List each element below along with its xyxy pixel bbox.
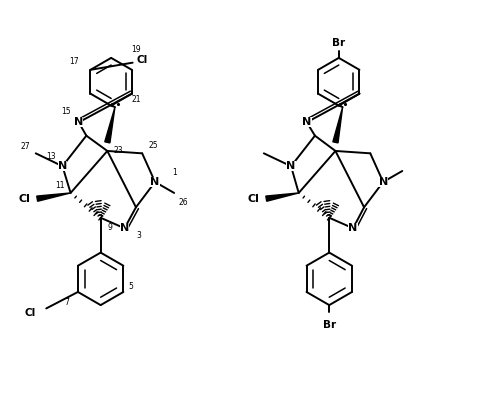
Text: 13: 13 bbox=[47, 152, 56, 161]
Text: 15: 15 bbox=[61, 107, 71, 116]
Text: 17: 17 bbox=[69, 57, 79, 66]
Text: N: N bbox=[120, 223, 129, 233]
Text: Br: Br bbox=[332, 38, 345, 48]
Text: N: N bbox=[58, 161, 67, 171]
Text: Br: Br bbox=[323, 320, 336, 330]
Polygon shape bbox=[333, 107, 343, 143]
Text: 1: 1 bbox=[172, 168, 177, 177]
Text: Cl: Cl bbox=[19, 194, 31, 204]
Text: 25: 25 bbox=[148, 141, 158, 150]
Text: 26: 26 bbox=[179, 198, 189, 207]
Text: Cl: Cl bbox=[24, 308, 36, 318]
Text: N: N bbox=[287, 161, 296, 171]
Text: 7: 7 bbox=[65, 298, 70, 307]
Text: N: N bbox=[150, 177, 160, 187]
Text: 23: 23 bbox=[113, 146, 123, 156]
Polygon shape bbox=[105, 107, 115, 143]
Text: N: N bbox=[379, 177, 388, 187]
Polygon shape bbox=[37, 193, 71, 201]
Text: 11: 11 bbox=[55, 181, 64, 190]
Text: 21: 21 bbox=[131, 95, 141, 104]
Text: N: N bbox=[74, 117, 84, 127]
Text: 3: 3 bbox=[136, 232, 141, 240]
Text: N: N bbox=[348, 223, 358, 233]
Polygon shape bbox=[266, 193, 299, 201]
Text: 19: 19 bbox=[131, 45, 141, 54]
Text: 5: 5 bbox=[129, 283, 133, 291]
Text: 9: 9 bbox=[108, 223, 113, 232]
Text: Cl: Cl bbox=[248, 194, 260, 204]
Text: 27: 27 bbox=[21, 142, 30, 151]
Text: Cl: Cl bbox=[136, 55, 148, 65]
Text: N: N bbox=[302, 117, 312, 127]
